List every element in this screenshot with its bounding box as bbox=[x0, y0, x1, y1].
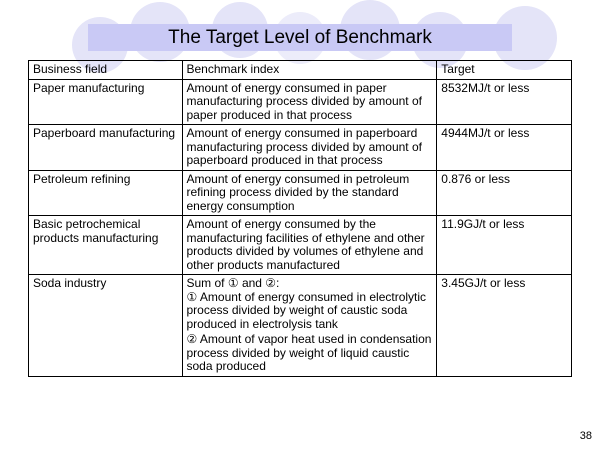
index-intro: Sum of ① and ②: bbox=[186, 276, 280, 290]
business-field-cell: Basic petrochemical products manufacturi… bbox=[28, 215, 183, 275]
decor-circle bbox=[493, 6, 557, 70]
target-cell: 0.876 or less bbox=[436, 169, 572, 216]
page-number: 38 bbox=[579, 430, 592, 442]
table-row: Basic petrochemical products manufacturi… bbox=[28, 215, 572, 275]
table-row: Paperboard manufacturing Amount of energ… bbox=[28, 124, 572, 171]
table-row: Petroleum refining Amount of energy cons… bbox=[28, 169, 572, 216]
benchmark-index-cell: Sum of ① and ②: ① Amount of energy consu… bbox=[181, 274, 438, 377]
table-row: Soda industry Sum of ① and ②: ① Amount o… bbox=[28, 274, 572, 377]
target-cell: 8532MJ/t or less bbox=[436, 78, 572, 125]
target-cell: 4944MJ/t or less bbox=[436, 124, 572, 171]
benchmark-index-cell: Amount of energy consumed in petroleum r… bbox=[181, 169, 438, 216]
column-header-benchmark-index: Benchmark index bbox=[181, 60, 438, 80]
column-header-target: Target bbox=[436, 60, 572, 80]
slide-title: The Target Level of Benchmark bbox=[88, 24, 512, 51]
business-field-cell: Soda industry bbox=[28, 274, 183, 377]
benchmark-table: Business field Benchmark index Target Pa… bbox=[28, 60, 572, 377]
business-field-cell: Petroleum refining bbox=[28, 169, 183, 216]
business-field-cell: Paper manufacturing bbox=[28, 78, 183, 125]
benchmark-index-cell: Amount of energy consumed in paperboard … bbox=[181, 124, 438, 171]
benchmark-index-cell: Amount of energy consumed in paper manuf… bbox=[181, 78, 438, 125]
table-row: Paper manufacturing Amount of energy con… bbox=[28, 78, 572, 125]
column-header-business-field: Business field bbox=[28, 60, 183, 80]
target-cell: 11.9GJ/t or less bbox=[436, 215, 572, 275]
benchmark-index-cell: Amount of energy consumed by the manufac… bbox=[181, 215, 438, 275]
table-header-row: Business field Benchmark index Target bbox=[28, 60, 572, 80]
index-part-1: ① Amount of energy consumed in electroly… bbox=[186, 289, 427, 331]
target-cell: 3.45GJ/t or less bbox=[436, 274, 572, 377]
business-field-cell: Paperboard manufacturing bbox=[28, 124, 183, 171]
index-part-2: ② Amount of vapor heat used in condensat… bbox=[186, 332, 432, 373]
